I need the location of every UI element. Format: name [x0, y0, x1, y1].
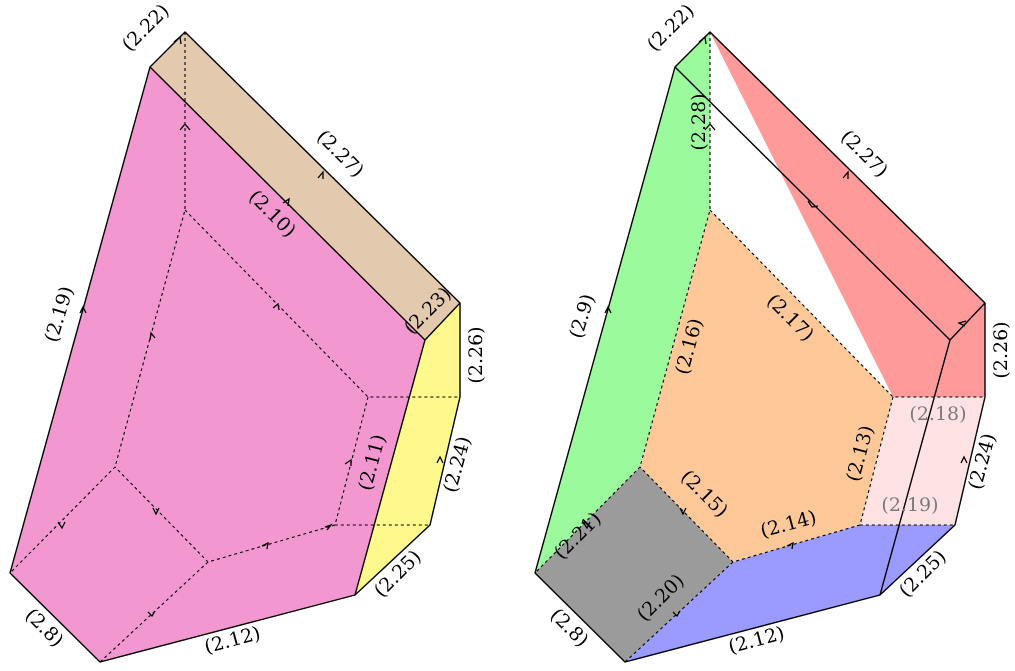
right-hidden-edges [534, 32, 985, 663]
arrow-marker [582, 521, 591, 530]
arrow-marker [704, 122, 716, 131]
label-2-9: (2.9) [565, 291, 599, 341]
label-2-26: (2.26) [990, 321, 1012, 378]
left-arrows [57, 35, 444, 618]
right-face-green [535, 32, 710, 573]
arrow-marker [152, 507, 160, 516]
arrow-marker [786, 541, 794, 550]
left-face-yellow [355, 303, 460, 595]
right-face-lightpink [860, 397, 985, 525]
arrow-marker [324, 523, 333, 531]
left-polytope: (2.22) (2.27) (2.10) (2.19) (2.23) (2.26… [9, 0, 487, 663]
left-hidden-edges [9, 32, 460, 663]
arrow-marker [957, 320, 967, 327]
arrow-marker [272, 302, 280, 311]
right-polytope: (2.22) (2.28) (2.27) (2.9) (2.17) (2.16)… [534, 0, 1012, 663]
arrow-marker [960, 455, 968, 464]
arrow-marker [604, 305, 612, 314]
arrow-marker [79, 305, 87, 314]
label-2-28: (2.28) [688, 93, 710, 150]
right-face-gray [535, 467, 733, 662]
arrow-marker [317, 170, 324, 179]
label-2-19: (2.19) [40, 284, 78, 345]
arrow-marker [173, 35, 182, 45]
left-face-tan [150, 32, 460, 340]
arrow-marker [679, 507, 687, 516]
arrow-marker [149, 331, 156, 341]
right-arrows [582, 35, 968, 618]
label-2-22: (2.22) [118, 0, 174, 56]
arrow-marker [842, 170, 849, 179]
label-2-19: (2.19) [881, 494, 938, 516]
left-face-pink [10, 67, 425, 662]
label-2-18: (2.18) [909, 403, 966, 425]
right-face-orange [640, 210, 893, 562]
arrow-marker [147, 610, 156, 618]
left-visible-edges [9, 31, 461, 663]
right-face-blue [625, 525, 955, 662]
arrow-marker [672, 610, 681, 618]
arrow-marker [261, 541, 269, 550]
arrow-marker [344, 458, 352, 466]
label-2-22: (2.22) [643, 0, 699, 56]
right-visible-edges [534, 31, 986, 663]
arrow-marker [179, 122, 191, 131]
arrow-marker [436, 455, 444, 464]
arrow-marker [807, 200, 819, 208]
label-2-26: (2.26) [465, 326, 487, 383]
arrow-marker [698, 35, 707, 45]
arrow-marker [282, 197, 290, 207]
arrow-marker [57, 521, 66, 530]
